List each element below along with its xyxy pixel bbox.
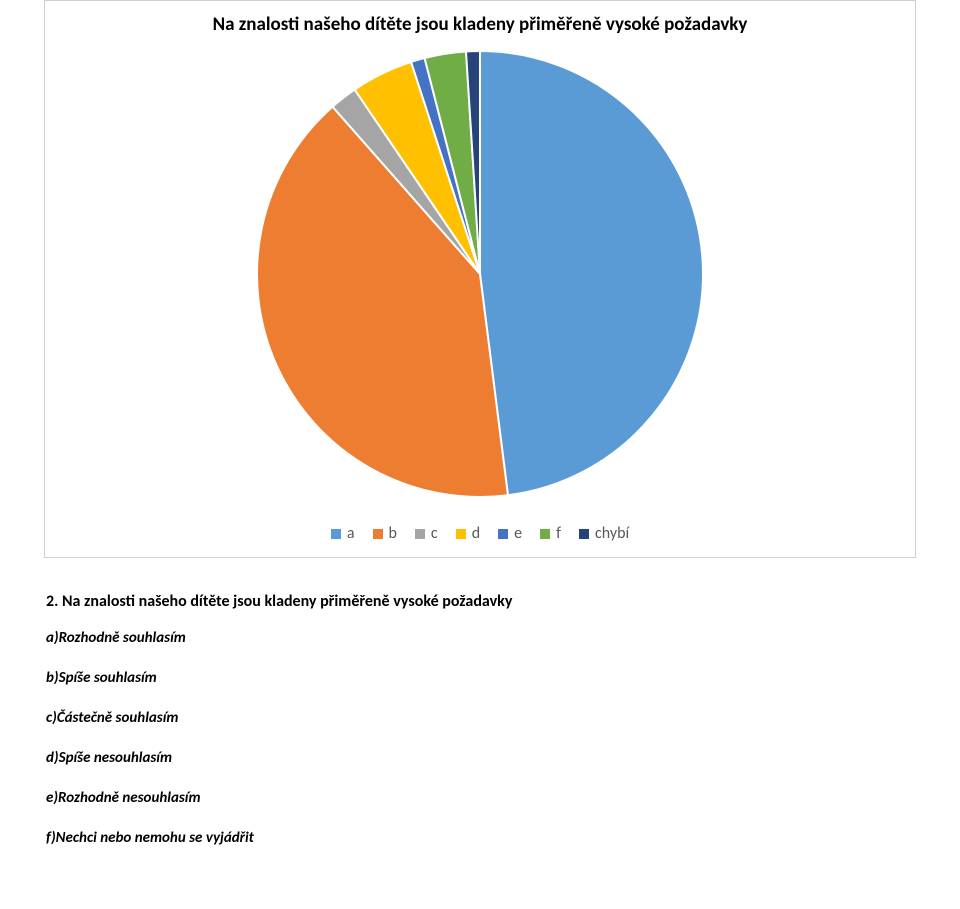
- legend-item-chybí: chybí: [579, 524, 629, 543]
- legend-label: d: [472, 524, 480, 543]
- legend-item-a: a: [331, 524, 355, 543]
- legend-label: chybí: [595, 524, 629, 543]
- legend-item-d: d: [456, 524, 480, 543]
- option-d: d)Spíše nesouhlasím: [46, 749, 914, 767]
- legend-item-b: b: [373, 524, 397, 543]
- legend-swatch: [373, 529, 383, 539]
- option-a: a)Rozhodně souhlasím: [46, 629, 914, 647]
- option-e: e)Rozhodně nesouhlasím: [46, 789, 914, 807]
- pie-wrap: [55, 44, 905, 506]
- legend-swatch: [498, 529, 508, 539]
- legend-swatch: [540, 529, 550, 539]
- legend-item-c: c: [415, 524, 438, 543]
- legend-swatch: [579, 529, 589, 539]
- legend-label: f: [556, 524, 561, 543]
- legend: a b c d e f chybí: [55, 524, 905, 543]
- pie-slice-a: [480, 51, 703, 495]
- legend-swatch: [456, 529, 466, 539]
- chart-title: Na znalosti našeho dítěte jsou kladeny p…: [55, 13, 905, 36]
- legend-swatch: [331, 529, 341, 539]
- option-c: c)Částečně souhlasím: [46, 709, 914, 727]
- pie-chart: [230, 44, 730, 506]
- legend-swatch: [415, 529, 425, 539]
- legend-label: e: [514, 524, 522, 543]
- legend-label: a: [347, 524, 355, 543]
- legend-label: c: [431, 524, 438, 543]
- option-b: b)Spíše souhlasím: [46, 669, 914, 687]
- legend-item-e: e: [498, 524, 522, 543]
- question-title: 2. Na znalosti našeho dítěte jsou kladen…: [46, 592, 914, 611]
- legend-item-f: f: [540, 524, 561, 543]
- option-f: f)Nechci nebo nemohu se vyjádřit: [46, 829, 914, 847]
- question-block: 2. Na znalosti našeho dítěte jsou kladen…: [0, 558, 960, 847]
- legend-label: b: [389, 524, 397, 543]
- options-list: a)Rozhodně souhlasím b)Spíše souhlasím c)Č…: [46, 629, 914, 847]
- chart-container: Na znalosti našeho dítěte jsou kladeny p…: [44, 0, 916, 558]
